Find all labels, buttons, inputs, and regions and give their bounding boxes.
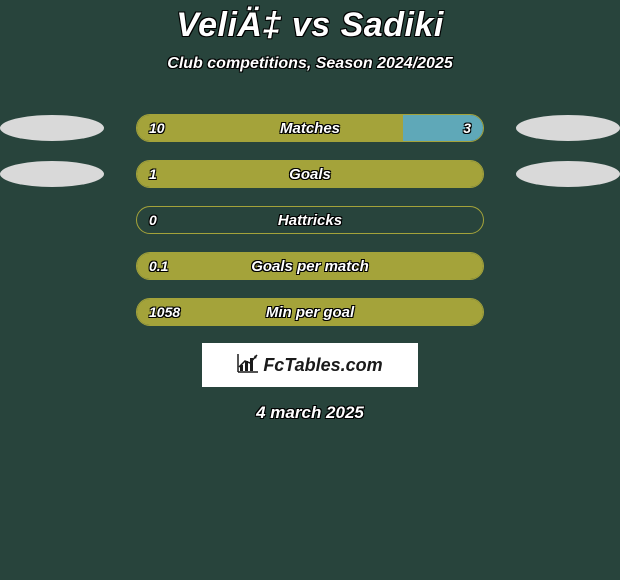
- stats-container: 103Matches 1Goals 0Hattricks 0.1Goals per m…: [0, 113, 620, 327]
- stat-bar: 103Matches: [136, 114, 484, 142]
- bar-left-fill: [137, 161, 483, 187]
- stat-bar: 1058Min per goal: [136, 298, 484, 326]
- left-player-icon: [0, 161, 104, 187]
- stat-row: 0.1Goals per match: [0, 251, 620, 281]
- stat-bar: 0Hattricks: [136, 206, 484, 234]
- logo-chart-icon: [237, 353, 259, 378]
- page-title: VeliÄ‡ vs Sadiki: [0, 0, 620, 45]
- right-player-icon: [516, 161, 620, 187]
- bar-right-fill: [403, 115, 483, 141]
- stat-bar: 0.1Goals per match: [136, 252, 484, 280]
- subtitle: Club competitions, Season 2024/2025: [0, 55, 620, 73]
- right-player-icon: [516, 115, 620, 141]
- bar-left-fill: [137, 299, 483, 325]
- stat-row: 1Goals: [0, 159, 620, 189]
- stat-bar: 1Goals: [136, 160, 484, 188]
- date-label: 4 march 2025: [0, 403, 620, 423]
- stat-label: Hattricks: [137, 207, 483, 233]
- logo-box[interactable]: FcTables.com: [202, 343, 418, 387]
- left-player-icon: [0, 115, 104, 141]
- stat-row: 0Hattricks: [0, 205, 620, 235]
- logo-text: FcTables.com: [263, 355, 382, 376]
- stat-left-value: 0: [149, 207, 157, 233]
- bar-left-fill: [137, 115, 403, 141]
- stat-row: 1058Min per goal: [0, 297, 620, 327]
- stat-row: 103Matches: [0, 113, 620, 143]
- bar-left-fill: [137, 253, 483, 279]
